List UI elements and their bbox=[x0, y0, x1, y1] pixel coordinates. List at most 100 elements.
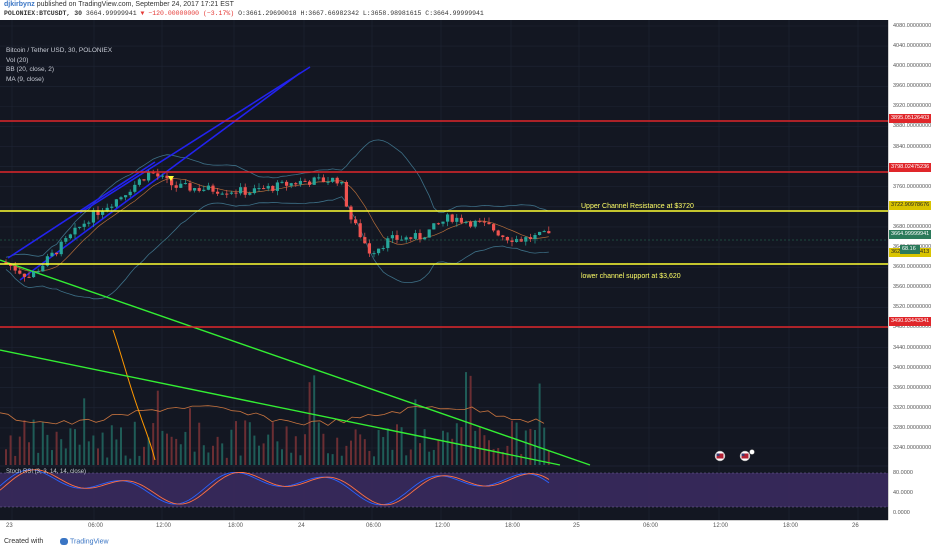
candle-body bbox=[220, 193, 224, 195]
price-tick-label: 3560.00000000 bbox=[893, 284, 932, 291]
volume-bar bbox=[212, 445, 214, 465]
time-tick-label: 06:00 bbox=[643, 523, 659, 529]
volume-bar bbox=[202, 445, 205, 465]
price-level-tag: 3664.99999941 bbox=[889, 229, 931, 239]
legend-stoch[interactable]: Stoch RSI (3, 3, 14, 14, close) bbox=[6, 469, 87, 475]
candle-body bbox=[59, 241, 63, 255]
candle-body bbox=[533, 235, 537, 240]
volume-bar bbox=[41, 421, 44, 465]
volume-bar bbox=[156, 390, 159, 465]
volume-bar bbox=[492, 448, 495, 465]
chart-pane[interactable]: Upper Channel Resistance at $3720 lower … bbox=[0, 20, 888, 520]
channel-lower-blue bbox=[7, 161, 156, 259]
price-chart-canvas[interactable]: Upper Channel Resistance at $3720 lower … bbox=[0, 20, 888, 520]
candle-body bbox=[473, 220, 477, 227]
volume-bar bbox=[488, 440, 490, 465]
stoch-tick-label: 0.0000 bbox=[893, 510, 910, 516]
created-with-label: Created with bbox=[4, 538, 44, 545]
candle-body bbox=[266, 185, 270, 189]
candle-body bbox=[156, 173, 160, 177]
publish-line: djkirbynz published on TradingView.com, … bbox=[4, 1, 234, 8]
volume-bar bbox=[363, 439, 366, 465]
candle-body bbox=[285, 181, 289, 186]
candle-body bbox=[68, 234, 72, 239]
volume-bar bbox=[244, 420, 247, 465]
volume-bar bbox=[368, 450, 371, 465]
volume-bar bbox=[400, 427, 403, 465]
candle-body bbox=[252, 188, 256, 194]
legend-vol[interactable]: Vol (20) bbox=[6, 56, 29, 64]
candle-body bbox=[13, 265, 17, 271]
volume-bar bbox=[14, 455, 17, 465]
volume-bar bbox=[32, 419, 35, 465]
candle-body bbox=[22, 273, 26, 277]
candle-body bbox=[188, 183, 192, 191]
volume-bar bbox=[97, 448, 99, 465]
candle-body bbox=[496, 230, 500, 236]
time-tick-label: 23 bbox=[6, 523, 13, 529]
volume-bar bbox=[5, 449, 7, 465]
candle-body bbox=[128, 191, 132, 196]
candle-body bbox=[409, 237, 413, 239]
volume-bar bbox=[515, 422, 518, 465]
candle-body bbox=[423, 237, 427, 240]
time-axis[interactable] bbox=[0, 520, 888, 533]
volume-bar bbox=[184, 431, 187, 465]
volume-bar bbox=[299, 455, 302, 465]
legend-ma[interactable]: MA (9, close) bbox=[6, 75, 44, 83]
volume-bar bbox=[179, 444, 182, 465]
time-tick-label: 18:00 bbox=[505, 523, 521, 529]
orange-curve bbox=[112, 329, 156, 461]
volume-bar bbox=[534, 429, 536, 465]
candle-body bbox=[197, 188, 201, 191]
volume-bar bbox=[207, 452, 210, 465]
volume-bar bbox=[501, 451, 504, 465]
volume-bar bbox=[9, 435, 12, 465]
volume-bar bbox=[350, 440, 352, 465]
volume-bar bbox=[428, 451, 431, 465]
flag-icon[interactable] bbox=[739, 449, 755, 462]
candle-body bbox=[73, 227, 77, 235]
candle-body bbox=[193, 188, 197, 191]
stoch-tick-label: 40.0000 bbox=[893, 490, 913, 496]
quote-line: POLONIEX:BTCUSDT, 30 3664.99999941 ▼ −12… bbox=[4, 10, 484, 17]
time-tick-label: 24 bbox=[298, 523, 305, 529]
price-tick-label: 4040.00000000 bbox=[893, 43, 932, 50]
candle-body bbox=[211, 185, 215, 192]
volume-bar bbox=[290, 452, 293, 465]
upper-channel-annotation: Upper Channel Resistance at $3720 bbox=[581, 203, 694, 210]
volume-bar bbox=[198, 422, 201, 465]
volume-bar bbox=[78, 444, 81, 465]
candle-body bbox=[542, 231, 546, 233]
legend-bb[interactable]: BB (20, close, 2) bbox=[6, 66, 55, 73]
candle-body bbox=[170, 178, 174, 186]
candle-body bbox=[354, 219, 358, 224]
candle-body bbox=[487, 222, 491, 225]
candle-body bbox=[262, 188, 266, 190]
price-tick-label: 3880.00000000 bbox=[893, 123, 932, 130]
volume-bar bbox=[547, 450, 550, 465]
candle-body bbox=[101, 211, 105, 215]
price-level-tag: 3722.90978676 bbox=[889, 200, 931, 210]
flag-icon[interactable] bbox=[714, 450, 726, 462]
price-tick-label: 3920.00000000 bbox=[893, 103, 932, 110]
volume-bar bbox=[271, 422, 274, 465]
time-tick-label: 06:00 bbox=[366, 523, 382, 529]
volume-bar bbox=[225, 457, 228, 465]
indicator-legend: Bitcoin / Tether USD, 30, POLONIEX Vol (… bbox=[6, 46, 112, 84]
candlestick-series bbox=[4, 168, 551, 282]
author-link[interactable]: djkirbynz bbox=[4, 1, 35, 8]
volume-bar bbox=[143, 446, 145, 465]
legend-title: Bitcoin / Tether USD, 30, POLONIEX bbox=[6, 47, 113, 54]
trend-line-green-1 bbox=[0, 259, 591, 466]
price-axis[interactable] bbox=[888, 20, 932, 520]
candle-body bbox=[303, 180, 307, 182]
volume-bar bbox=[267, 434, 270, 465]
price-tick-label: 3240.00000000 bbox=[893, 445, 932, 451]
volume-bar bbox=[313, 375, 316, 465]
candle-body bbox=[179, 183, 183, 188]
candle-body bbox=[381, 248, 385, 250]
time-tick-label: 26 bbox=[852, 523, 859, 529]
tradingview-logo-link[interactable]: TradingView bbox=[60, 538, 109, 545]
candle-body bbox=[105, 207, 109, 212]
